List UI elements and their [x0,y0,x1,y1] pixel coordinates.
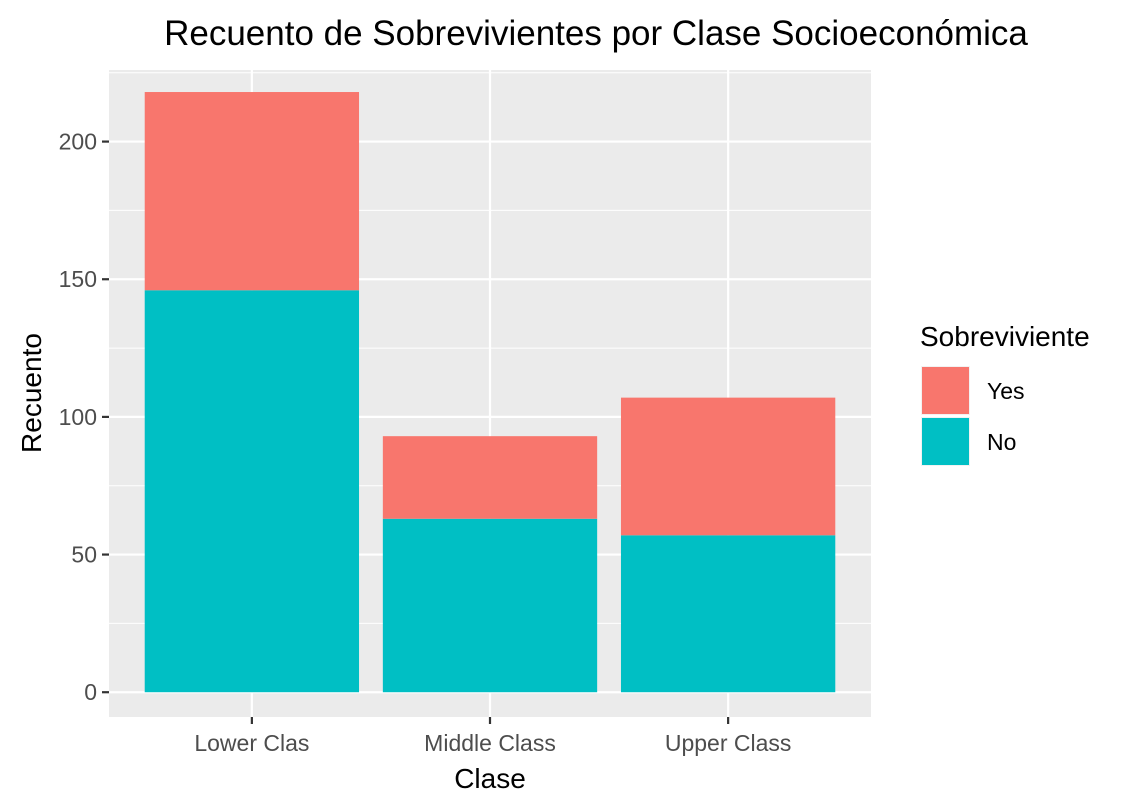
y-tick-label: 0 [84,679,97,705]
y-tick-label: 100 [59,404,97,430]
bar-no-lower-clas [144,290,360,693]
legend-label-no: No [987,429,1016,455]
bar-yes-lower-clas [144,92,360,291]
y-axis: 0 50 100 150 200 [59,129,109,705]
y-tick-label: 150 [59,266,97,292]
bars [144,92,836,693]
x-axis: Lower Clas Middle Class Upper Class [194,717,791,756]
legend-key-no [922,418,969,465]
y-tick-label: 200 [59,129,97,155]
x-tick-label: Middle Class [424,730,556,756]
legend-label-yes: Yes [987,378,1025,404]
y-tick-label: 50 [71,542,97,568]
chart-title: Recuento de Sobrevivientes por Clase Soc… [164,14,1028,53]
legend: Sobreviviente Yes No [920,321,1090,466]
x-tick-label: Upper Class [665,730,792,756]
bar-no-middle-class [382,518,598,693]
y-axis-title: Recuento [16,333,47,453]
x-tick-label: Lower Clas [194,730,309,756]
legend-title: Sobreviviente [920,321,1090,352]
legend-key-yes [922,367,969,414]
bar-yes-middle-class [382,436,598,519]
x-axis-title: Clase [454,763,526,794]
bar-yes-upper-class [620,397,836,536]
bar-no-upper-class [620,535,836,693]
